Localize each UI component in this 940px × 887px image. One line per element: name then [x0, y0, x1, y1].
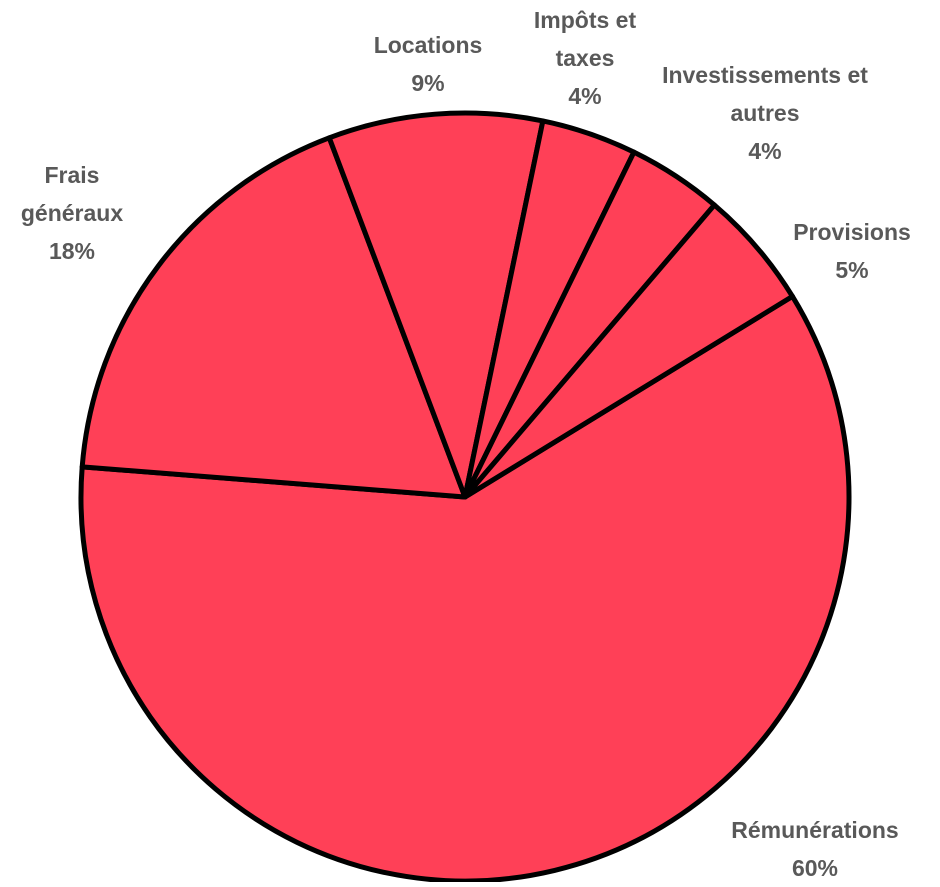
- slice-label: Provisions 5%: [777, 213, 927, 289]
- slice-label: Investissements et autres 4%: [640, 56, 890, 170]
- slice-label: Impôts et taxes 4%: [525, 1, 645, 115]
- slice-label: Frais généraux 18%: [7, 156, 137, 270]
- category-label: Locations: [373, 32, 483, 58]
- value-label: 4%: [748, 138, 782, 164]
- value-label: 60%: [791, 855, 839, 881]
- pie-slice: [79, 135, 468, 500]
- value-label: 5%: [835, 257, 869, 283]
- category-label: Rémunérations: [731, 817, 899, 843]
- category-label: Investissements et autres: [662, 62, 868, 126]
- category-label: Frais généraux: [20, 162, 124, 226]
- value-label: 18%: [48, 238, 96, 264]
- pie-slice: [78, 293, 852, 882]
- category-label: Impôts et taxes: [533, 7, 637, 71]
- slice-label: Locations 9%: [348, 26, 508, 102]
- slice-label: Rémunérations 60%: [705, 811, 925, 887]
- pie-slice: [326, 110, 546, 500]
- category-label: Provisions: [793, 219, 911, 245]
- value-label: 9%: [411, 70, 445, 96]
- value-label: 4%: [568, 83, 602, 109]
- pie-slice: [462, 202, 795, 500]
